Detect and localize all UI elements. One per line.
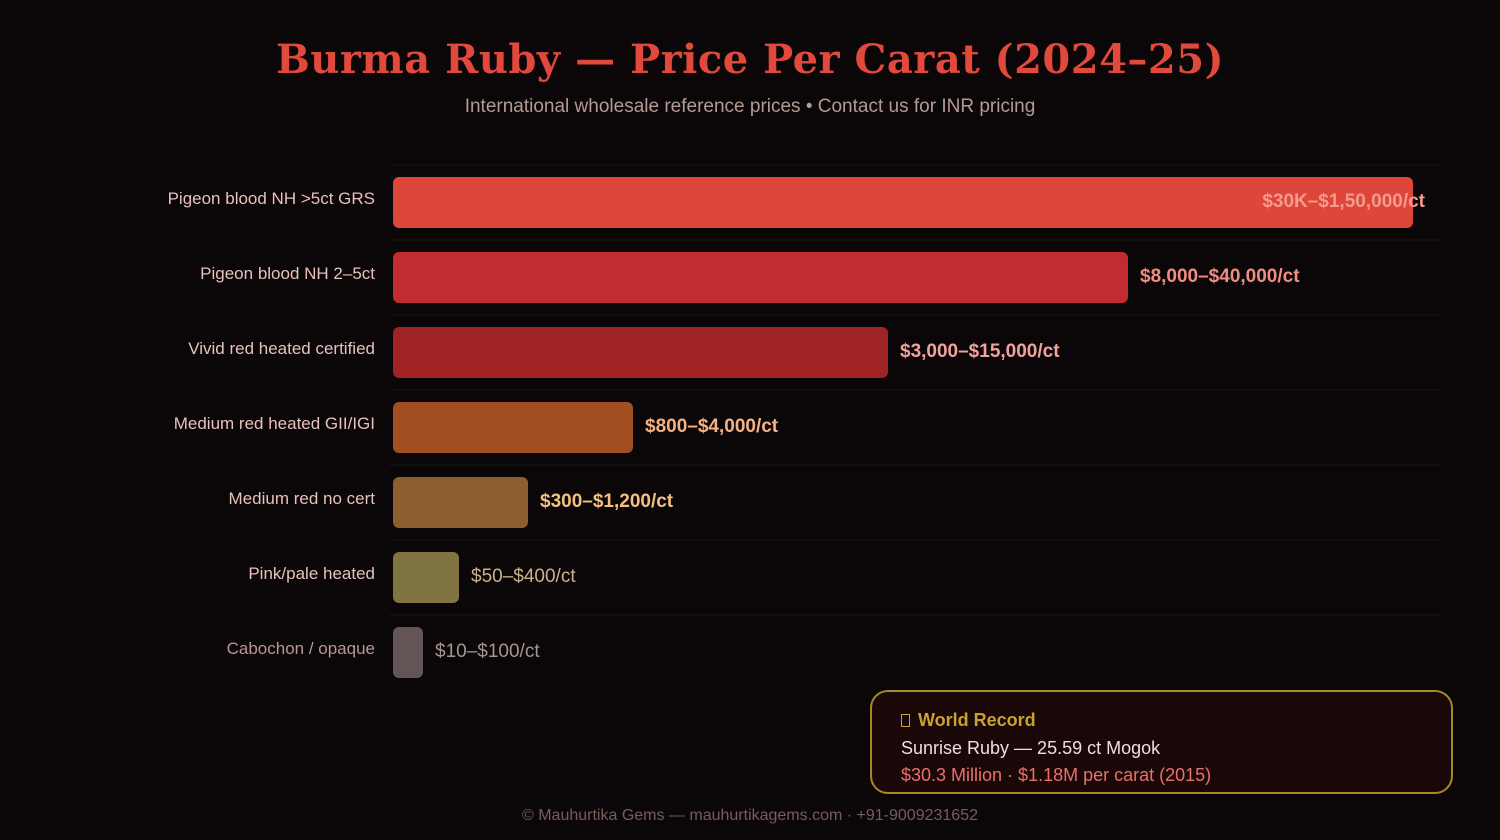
- chart-row: Cabochon / opaque $10–$100/ct: [0, 614, 1500, 689]
- gridline: [390, 314, 1440, 316]
- row-label: Cabochon / opaque: [226, 639, 375, 658]
- price-value-label: $800–$4,000/ct: [645, 416, 779, 437]
- world-record-title: World Record: [918, 709, 1036, 730]
- world-record-price: $30.3 Million · $1.18M per carat (2015): [901, 765, 1212, 785]
- gridline: [390, 164, 1440, 166]
- price-value-label: $3,000–$15,000/ct: [900, 341, 1060, 362]
- gridline: [390, 239, 1440, 241]
- chart-row: Vivid red heated certified $3,000–$15,00…: [0, 314, 1500, 389]
- chart-row: Pigeon blood NH >5ct GRS $30K–$1,50,000/…: [0, 164, 1500, 239]
- price-value-label: $8,000–$40,000/ct: [1140, 266, 1300, 287]
- gridline: [390, 614, 1440, 616]
- price-bar: [393, 477, 528, 528]
- price-bar: [393, 552, 459, 603]
- gridline: [390, 464, 1440, 466]
- price-bar: [393, 627, 423, 678]
- price-value-label: $30K–$1,50,000/ct: [1262, 191, 1425, 212]
- row-label: Pigeon blood NH >5ct GRS: [167, 189, 375, 208]
- price-bar: [393, 177, 1413, 228]
- world-record-stone: Sunrise Ruby — 25.59 ct Mogok: [901, 738, 1161, 758]
- row-label: Pink/pale heated: [248, 564, 375, 583]
- row-label: Medium red heated GII/IGI: [173, 414, 375, 433]
- footer-contact: © Mauhurtika Gems — mauhurtikagems.com ·…: [521, 807, 978, 824]
- trophy-icon: [901, 713, 910, 727]
- world-record-card: World Record Sunrise Ruby — 25.59 ct Mog…: [870, 690, 1453, 794]
- row-label: Pigeon blood NH 2–5ct: [200, 264, 375, 283]
- world-record-heading: World Record: [901, 708, 1422, 732]
- chart-title: Burma Ruby — Price Per Carat (2024–25): [275, 36, 1225, 83]
- bar-chart: Pigeon blood NH >5ct GRS $30K–$1,50,000/…: [0, 164, 1500, 689]
- price-bar: [393, 402, 633, 453]
- gridline: [390, 539, 1440, 541]
- row-label: Vivid red heated certified: [188, 339, 375, 358]
- chart-subtitle: International wholesale reference prices…: [464, 96, 1036, 117]
- chart-row: Medium red heated GII/IGI $800–$4,000/ct: [0, 389, 1500, 464]
- chart-row: Pink/pale heated $50–$400/ct: [0, 539, 1500, 614]
- price-bar: [393, 327, 888, 378]
- price-value-label: $50–$400/ct: [471, 566, 576, 587]
- row-label: Medium red no cert: [228, 489, 375, 508]
- chart-row: Medium red no cert $300–$1,200/ct: [0, 464, 1500, 539]
- chart-row: Pigeon blood NH 2–5ct $8,000–$40,000/ct: [0, 239, 1500, 314]
- price-value-label: $300–$1,200/ct: [540, 491, 674, 512]
- price-bar: [393, 252, 1128, 303]
- price-value-label: $10–$100/ct: [435, 641, 540, 662]
- gridline: [390, 389, 1440, 391]
